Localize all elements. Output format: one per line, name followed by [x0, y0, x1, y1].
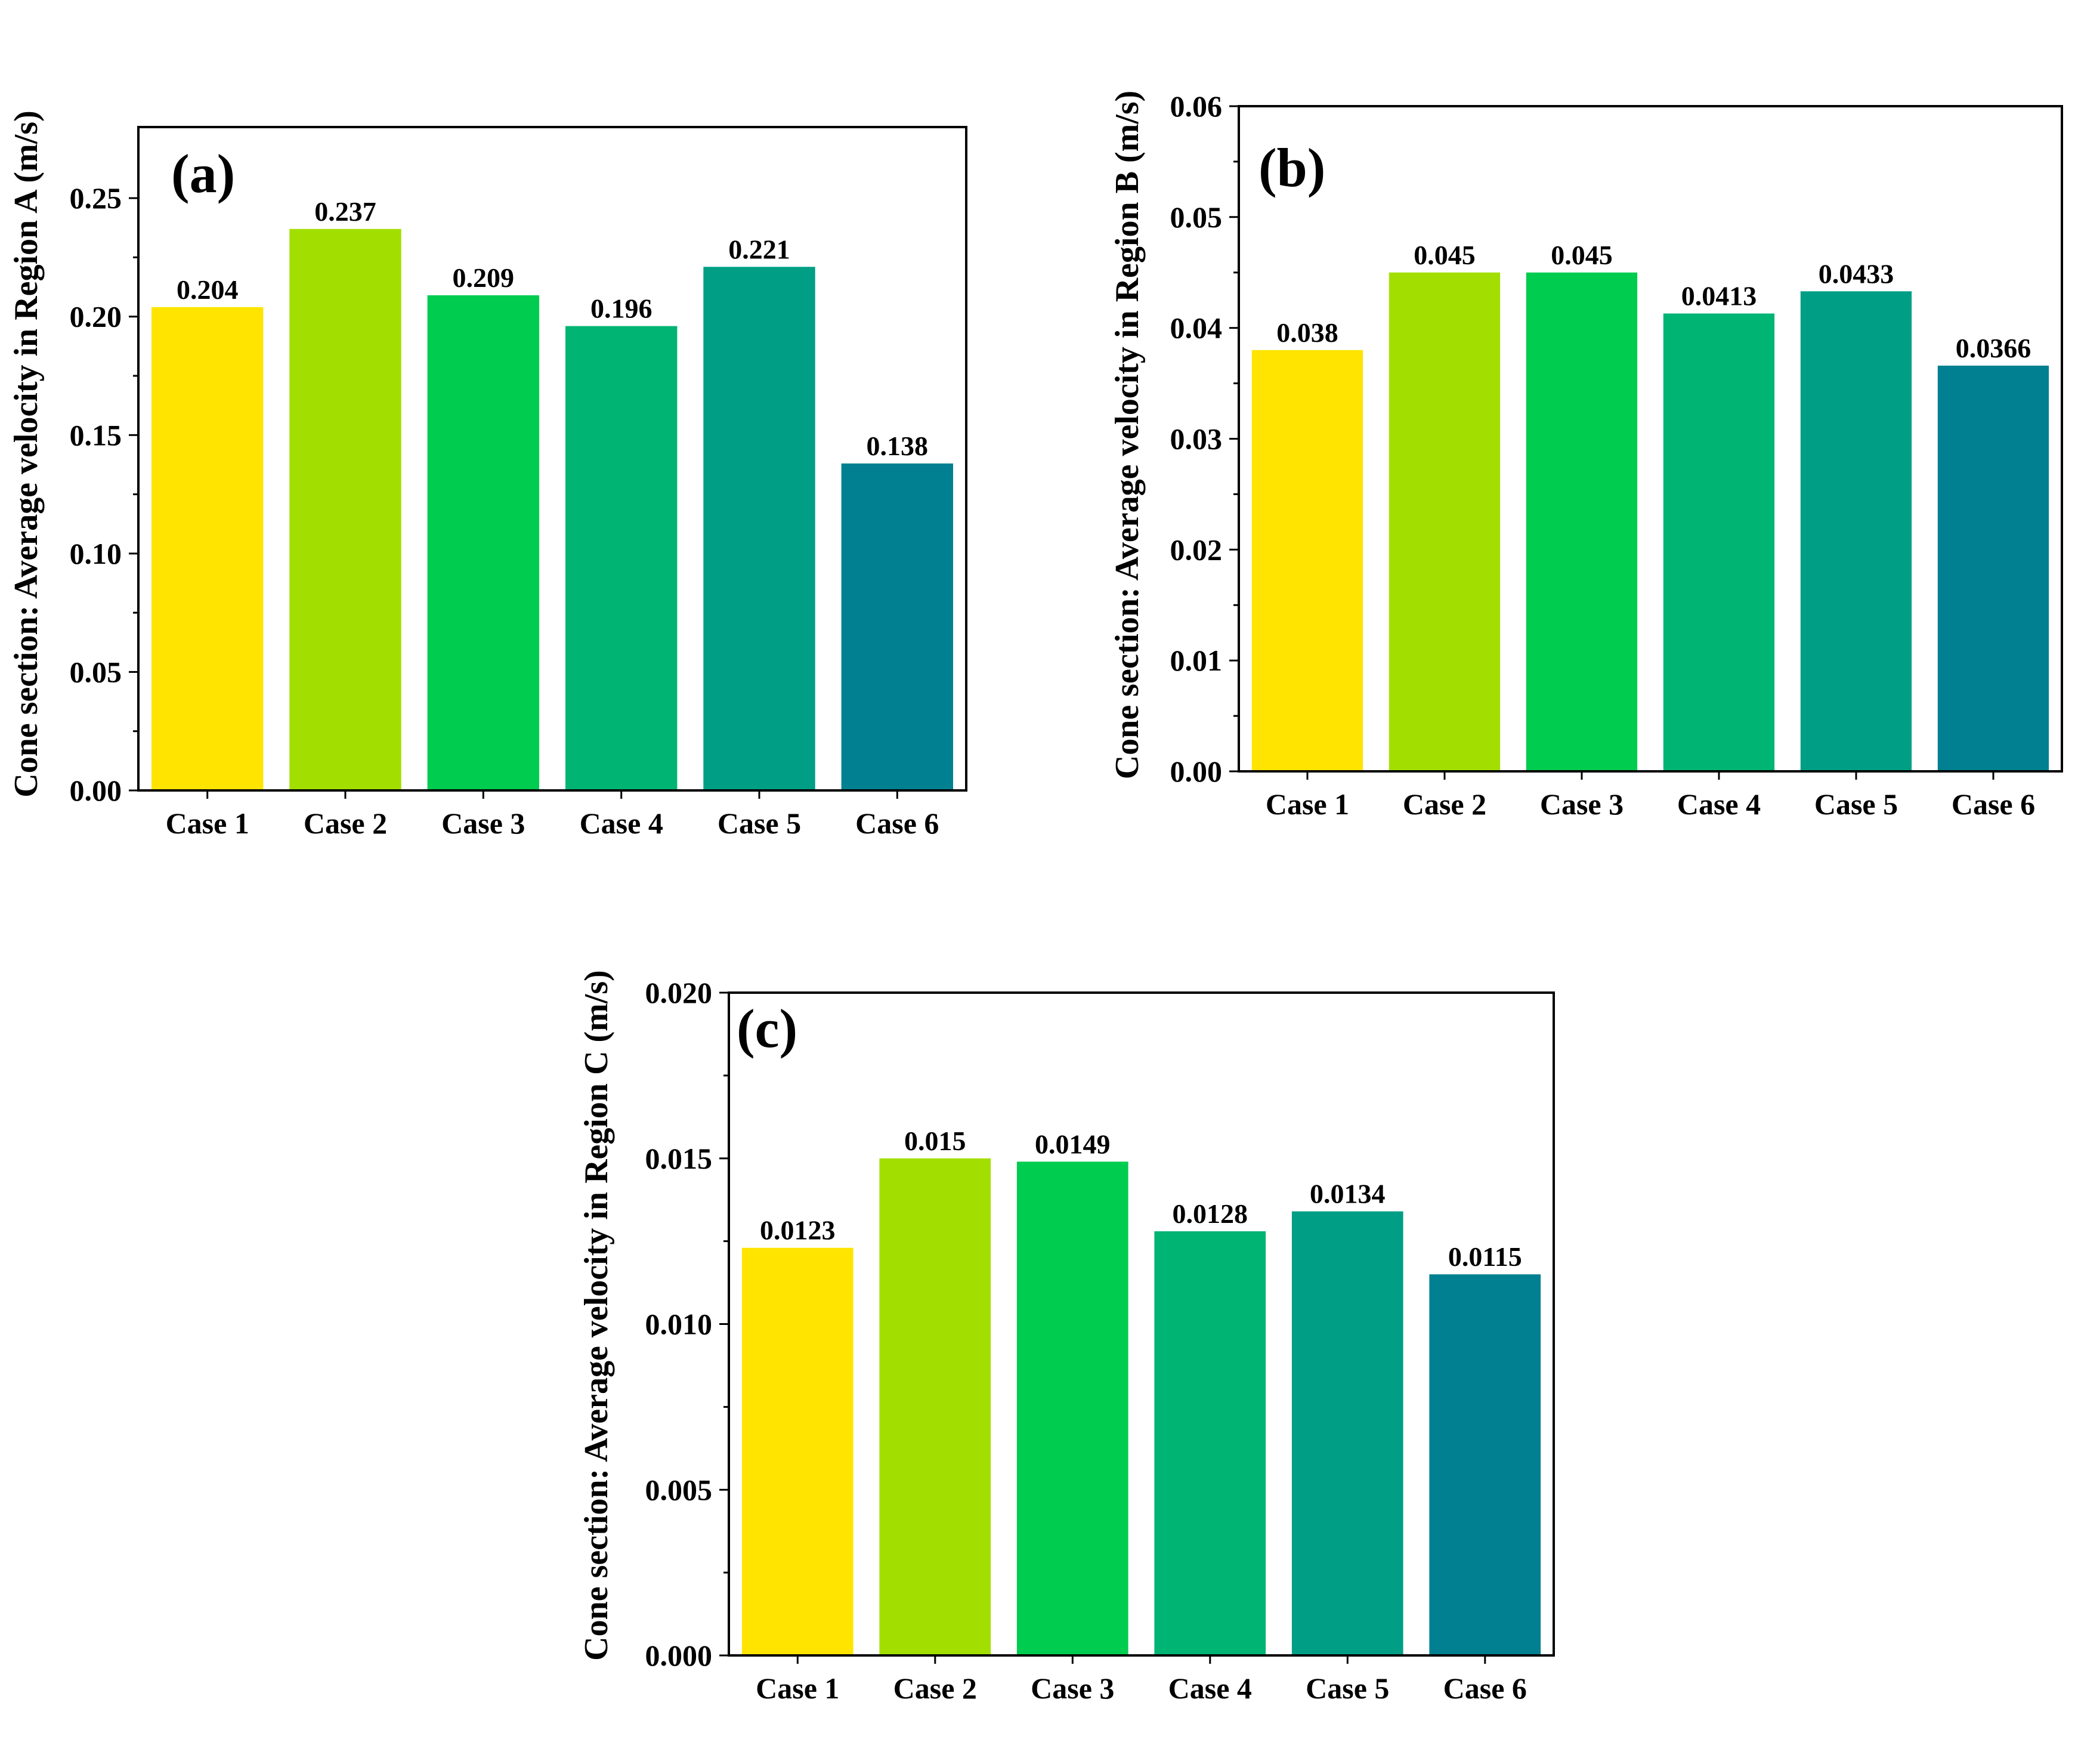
chart-panel-b: Cone section: Average velocity in Region…	[1109, 89, 2063, 821]
data-label-a-case-1: 0.204	[177, 274, 239, 305]
y-tick-label-b-3: 0.03	[1170, 422, 1223, 456]
x-tick-label-a-4: Case 4	[580, 807, 663, 840]
data-label-c-case-5: 0.0134	[1310, 1179, 1386, 1209]
y-axis-title: Cone section: Average velocity in Region…	[8, 110, 45, 797]
bar-a-case-6	[841, 463, 953, 790]
data-label-c-case-2: 0.015	[904, 1126, 966, 1156]
x-tick-label-c-3: Case 3	[1031, 1672, 1114, 1705]
bar-c-case-6	[1429, 1274, 1541, 1655]
data-label-c-case-4: 0.0128	[1173, 1198, 1248, 1229]
bar-c-case-1	[741, 1247, 854, 1655]
y-tick-label-a-5: 0.25	[70, 181, 122, 215]
bar-b-case-5	[1800, 291, 1912, 771]
x-tick-label-b-5: Case 5	[1814, 787, 1898, 821]
bar-a-case-1	[151, 307, 264, 790]
y-tick-label-b-4: 0.04	[1170, 311, 1223, 345]
bar-a-case-4	[565, 326, 678, 790]
x-tick-label-a-2: Case 2	[304, 807, 387, 840]
x-tick-label-b-4: Case 4	[1677, 787, 1761, 821]
y-tick-label-b-1: 0.01	[1170, 644, 1223, 677]
plot-frame-a	[137, 126, 967, 792]
x-tick-label-a-5: Case 5	[718, 807, 801, 840]
data-label-c-case-1: 0.0123	[760, 1215, 836, 1246]
y-tick-label-c-3: 0.015	[645, 1142, 713, 1175]
chart-panel-c: Cone section: Average velocity in Region…	[578, 970, 1555, 1705]
y-tick-label-c-4: 0.020	[645, 976, 713, 1009]
data-label-a-case-2: 0.237	[314, 196, 376, 227]
plot-frame-b	[1238, 105, 2063, 773]
bar-b-case-3	[1526, 272, 1638, 772]
bar-b-case-2	[1389, 272, 1501, 772]
data-label-b-case-2: 0.045	[1414, 240, 1476, 270]
plot-frame-c	[728, 991, 1555, 1657]
bar-b-case-4	[1663, 313, 1775, 771]
x-tick-label-a-3: Case 3	[441, 807, 525, 840]
bar-c-case-5	[1291, 1211, 1403, 1655]
x-tick-label-c-1: Case 1	[756, 1672, 839, 1705]
x-tick-label-b-1: Case 1	[1266, 787, 1349, 821]
y-tick-label-b-0: 0.00	[1170, 755, 1223, 788]
data-label-c-case-3: 0.0149	[1035, 1129, 1111, 1159]
x-tick-label-b-3: Case 3	[1540, 787, 1624, 821]
bar-c-case-4	[1154, 1231, 1266, 1655]
x-tick-label-a-6: Case 6	[855, 807, 939, 840]
x-tick-label-b-2: Case 2	[1403, 787, 1486, 821]
y-tick-label-c-1: 0.005	[645, 1473, 713, 1506]
data-label-b-case-1: 0.038	[1276, 317, 1338, 348]
y-tick-label-a-4: 0.20	[70, 300, 122, 333]
data-label-b-case-4: 0.0413	[1681, 281, 1757, 311]
data-label-a-case-5: 0.221	[728, 234, 790, 264]
y-tick-label-a-2: 0.10	[70, 537, 122, 570]
y-tick-label-b-5: 0.05	[1170, 200, 1223, 234]
x-tick-label-c-5: Case 5	[1306, 1672, 1389, 1705]
x-tick-label-c-2: Case 2	[893, 1672, 977, 1705]
bar-a-case-3	[427, 295, 539, 790]
y-tick-label-a-0: 0.00	[70, 774, 122, 807]
panel-label: (a)	[171, 143, 235, 204]
bar-b-case-6	[1937, 365, 2049, 771]
y-tick-label-b-2: 0.02	[1170, 533, 1223, 566]
y-tick-label-b-6: 0.06	[1170, 89, 1223, 123]
data-label-c-case-6: 0.0115	[1448, 1241, 1522, 1272]
x-tick-label-c-6: Case 6	[1443, 1672, 1527, 1705]
bar-c-case-3	[1016, 1161, 1128, 1655]
data-label-b-case-6: 0.0366	[1956, 333, 2031, 363]
bar-a-case-5	[703, 267, 815, 790]
y-tick-label-a-1: 0.05	[70, 655, 122, 688]
bar-a-case-2	[289, 228, 401, 790]
y-tick-label-a-3: 0.15	[70, 418, 122, 452]
panel-label: (c)	[737, 998, 797, 1059]
x-tick-label-c-4: Case 4	[1168, 1672, 1252, 1705]
x-tick-label-b-6: Case 6	[1952, 787, 2035, 821]
data-label-b-case-5: 0.0433	[1819, 258, 1894, 289]
panel-label: (b)	[1258, 137, 1325, 198]
y-axis-title: Cone section: Average velocity in Region…	[578, 970, 615, 1661]
y-axis-title: Cone section: Average velocity in Region…	[1109, 91, 1146, 780]
data-label-a-case-6: 0.138	[867, 431, 929, 461]
bar-c-case-2	[879, 1158, 991, 1656]
y-tick-label-c-0: 0.000	[645, 1639, 713, 1672]
chart-panel-a: Cone section: Average velocity in Region…	[8, 110, 967, 840]
data-label-a-case-3: 0.209	[453, 262, 515, 293]
data-label-b-case-3: 0.045	[1551, 240, 1613, 270]
bar-b-case-1	[1251, 350, 1363, 771]
data-label-a-case-4: 0.196	[590, 294, 653, 324]
x-tick-label-a-1: Case 1	[166, 807, 249, 840]
y-tick-label-c-2: 0.010	[645, 1308, 713, 1341]
